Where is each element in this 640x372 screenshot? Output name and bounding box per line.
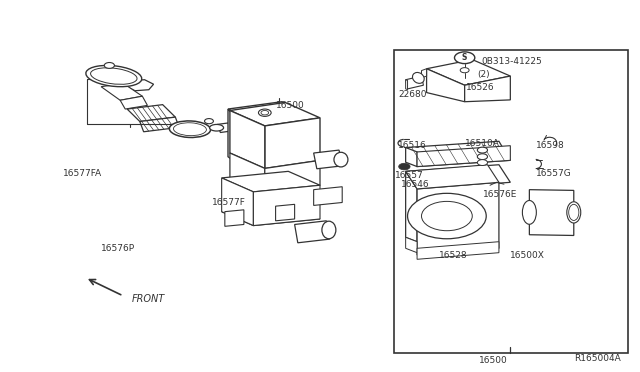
Text: 0B313-41225: 0B313-41225 xyxy=(482,57,543,66)
Circle shape xyxy=(205,119,213,124)
Polygon shape xyxy=(406,165,499,189)
Circle shape xyxy=(422,201,472,231)
Polygon shape xyxy=(314,150,342,169)
Ellipse shape xyxy=(91,68,137,84)
Polygon shape xyxy=(276,204,294,221)
Text: 16576E: 16576E xyxy=(483,190,517,199)
Polygon shape xyxy=(127,105,175,122)
Polygon shape xyxy=(221,178,253,225)
Ellipse shape xyxy=(412,73,424,83)
Circle shape xyxy=(261,110,269,115)
Circle shape xyxy=(477,160,488,166)
Text: 16557: 16557 xyxy=(395,170,424,180)
Polygon shape xyxy=(140,117,179,132)
Text: 16577F: 16577F xyxy=(212,198,246,207)
Text: 16546: 16546 xyxy=(401,180,429,189)
Polygon shape xyxy=(406,171,417,242)
Text: 16510A: 16510A xyxy=(465,140,500,148)
Text: FRONT: FRONT xyxy=(132,294,165,304)
Polygon shape xyxy=(230,102,320,126)
Circle shape xyxy=(399,163,410,170)
Ellipse shape xyxy=(173,123,207,136)
Text: 16557G: 16557G xyxy=(536,169,572,178)
Circle shape xyxy=(477,147,488,153)
Polygon shape xyxy=(265,160,320,193)
Text: 16598: 16598 xyxy=(536,141,564,150)
Polygon shape xyxy=(253,185,320,225)
Ellipse shape xyxy=(522,201,536,224)
Polygon shape xyxy=(221,178,230,212)
Polygon shape xyxy=(217,123,231,132)
Circle shape xyxy=(259,109,271,116)
Polygon shape xyxy=(221,171,320,192)
Polygon shape xyxy=(294,221,330,243)
Polygon shape xyxy=(126,80,154,91)
Polygon shape xyxy=(225,210,244,226)
Polygon shape xyxy=(406,237,417,253)
Text: 16576P: 16576P xyxy=(101,244,135,253)
Text: 16500: 16500 xyxy=(479,356,508,365)
Polygon shape xyxy=(529,190,574,235)
Polygon shape xyxy=(314,187,342,205)
Text: 16516: 16516 xyxy=(398,141,427,150)
Polygon shape xyxy=(230,153,265,193)
Ellipse shape xyxy=(322,221,336,239)
Polygon shape xyxy=(465,76,510,102)
Polygon shape xyxy=(228,102,314,125)
Polygon shape xyxy=(406,148,417,167)
Text: 22680: 22680 xyxy=(398,90,426,99)
Ellipse shape xyxy=(210,125,223,131)
Text: 16500: 16500 xyxy=(276,101,305,110)
Polygon shape xyxy=(221,205,320,225)
Polygon shape xyxy=(406,80,408,90)
Ellipse shape xyxy=(86,65,141,87)
Ellipse shape xyxy=(569,204,579,221)
Text: 16500X: 16500X xyxy=(510,251,545,260)
Text: S: S xyxy=(462,53,467,62)
Bar xyxy=(394,51,628,353)
Ellipse shape xyxy=(170,121,211,138)
Text: 16526: 16526 xyxy=(466,83,495,92)
Circle shape xyxy=(104,62,115,68)
Polygon shape xyxy=(427,69,465,102)
Text: R165004A: R165004A xyxy=(575,354,621,363)
Polygon shape xyxy=(120,96,147,109)
Polygon shape xyxy=(417,146,510,167)
Circle shape xyxy=(477,154,488,160)
Text: 16577FA: 16577FA xyxy=(63,169,102,178)
Text: (2): (2) xyxy=(477,70,490,79)
Text: 16528: 16528 xyxy=(439,251,468,260)
Circle shape xyxy=(454,52,475,64)
Circle shape xyxy=(408,193,486,239)
Polygon shape xyxy=(228,109,237,164)
Polygon shape xyxy=(406,76,424,89)
Polygon shape xyxy=(417,242,499,259)
Polygon shape xyxy=(101,83,142,100)
Polygon shape xyxy=(427,60,510,85)
Polygon shape xyxy=(230,110,265,169)
Polygon shape xyxy=(417,182,499,255)
Circle shape xyxy=(460,68,469,73)
Ellipse shape xyxy=(567,202,580,223)
Polygon shape xyxy=(406,165,510,189)
Polygon shape xyxy=(422,69,427,78)
Ellipse shape xyxy=(334,152,348,167)
Polygon shape xyxy=(265,118,320,169)
Polygon shape xyxy=(406,141,510,167)
Polygon shape xyxy=(97,71,139,86)
